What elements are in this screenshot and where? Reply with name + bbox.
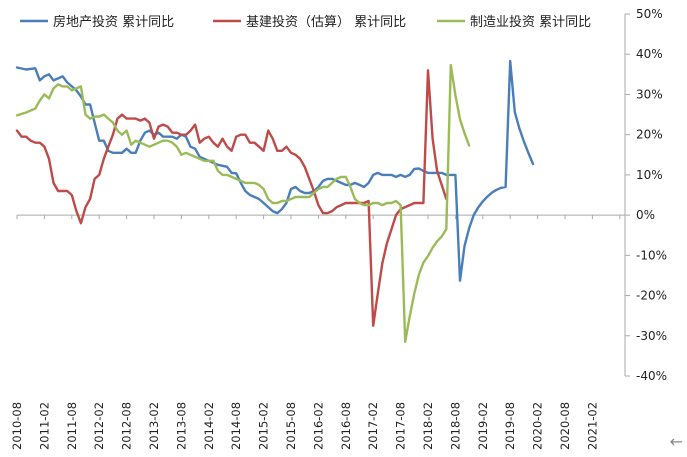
- axes: 2010-08 2011-02 2011-08 2012-02 2012-08 2013-…: [10, 7, 667, 450]
- y-tick-label: -40%: [636, 369, 667, 383]
- series-group: [15, 59, 535, 343]
- x-tick-label: 2020-08: [558, 402, 572, 450]
- y-tick-label: 0%: [636, 208, 655, 222]
- x-tick-label: 2015-02: [257, 402, 271, 450]
- x-tick-label: 2020-02: [531, 402, 545, 450]
- y-tick-label: -30%: [636, 329, 667, 343]
- legend-label-infrastructure: 基建投资（估算） 累计同比: [246, 14, 406, 30]
- y-tick-label: 50%: [636, 7, 663, 21]
- y-tick-label: -20%: [636, 289, 667, 303]
- x-tick-label: 2019-02: [476, 402, 490, 450]
- x-tick-label: 2015-08: [284, 402, 298, 450]
- x-tick-label: 2013-02: [147, 402, 161, 450]
- series-line-1: [15, 69, 448, 327]
- x-tick-label: 2011-08: [65, 402, 79, 450]
- x-tick-label: 2014-08: [229, 402, 243, 450]
- y-tick-label: 30%: [636, 87, 663, 101]
- series-line-2: [15, 63, 471, 343]
- x-tick-label: 2018-02: [421, 402, 435, 450]
- legend: 房地产投资 累计同比 基建投资（估算） 累计同比 制造业投资 累计同比: [20, 14, 591, 30]
- x-tick-label: 2011-02: [37, 402, 51, 450]
- x-tick-label: 2017-08: [394, 402, 408, 450]
- y-tick-label: 20%: [636, 128, 663, 142]
- back-arrow-icon[interactable]: ←: [669, 432, 683, 451]
- x-tick-label: 2016-08: [339, 402, 353, 450]
- x-tick-label: 2017-02: [366, 402, 380, 450]
- x-tick-label: 2013-08: [174, 402, 188, 450]
- x-tick-label: 2018-08: [448, 402, 462, 450]
- x-tick-label: 2019-08: [503, 402, 517, 450]
- series-line-0: [15, 59, 535, 282]
- y-tick-label: -10%: [636, 248, 667, 262]
- y-tick-label: 40%: [636, 47, 663, 61]
- x-tick-label: 2012-08: [120, 402, 134, 450]
- legend-label-manufacturing: 制造业投资 累计同比: [470, 14, 591, 30]
- x-tick-label: 2016-02: [311, 402, 325, 450]
- x-tick-label: 2021-02: [585, 402, 599, 450]
- x-tick-label: 2014-02: [202, 402, 216, 450]
- y-tick-label: 10%: [636, 168, 663, 182]
- x-tick-label: 2012-02: [92, 402, 106, 450]
- legend-label-real-estate: 房地产投资 累计同比: [53, 14, 174, 30]
- x-tick-label: 2010-08: [10, 402, 24, 450]
